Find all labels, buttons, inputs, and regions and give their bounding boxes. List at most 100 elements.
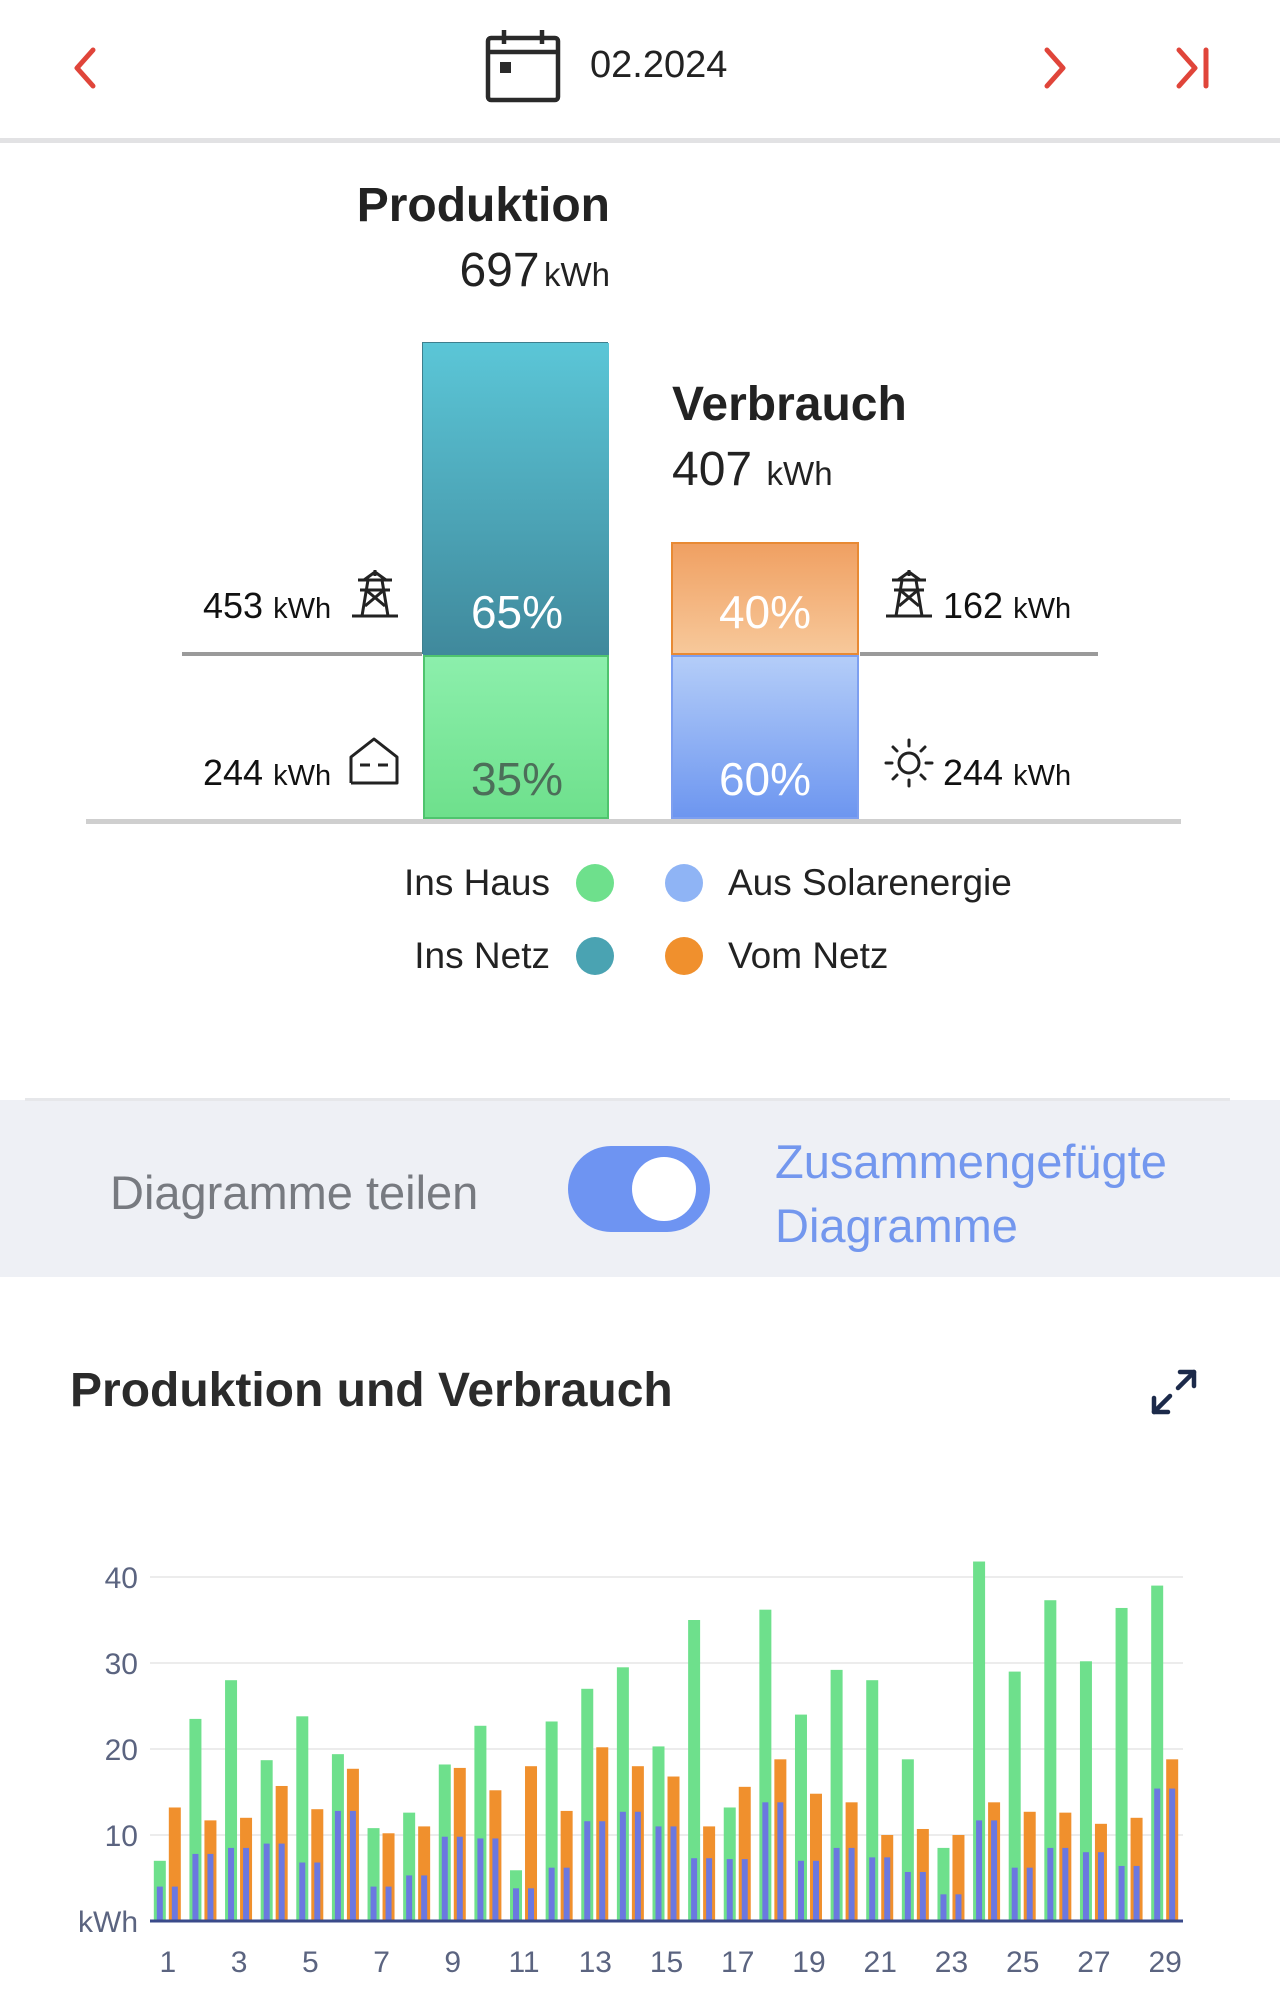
consumption-grid-label: 162 kWh — [943, 585, 1071, 627]
consumption-grid-value: 162 — [943, 585, 1004, 626]
bar-solar-consumption — [278, 1843, 285, 1921]
top-bar — [0, 0, 1280, 140]
production-bar-fill — [423, 343, 609, 655]
consumption-total-value: 407 — [672, 443, 753, 496]
merged-charts-label-line2: Diagramme — [775, 1199, 1018, 1252]
legend-dot-ins-netz — [576, 937, 614, 975]
consumption-grid-percent: 40% — [718, 586, 812, 638]
legend-label-aus-solarenergie: Aus Solarenergie — [728, 862, 1012, 903]
bar-production — [1115, 1607, 1128, 1921]
header-divider — [0, 138, 1280, 143]
x-tick-label: 15 — [650, 1946, 683, 1979]
legend-label-ins-netz: Ins Netz — [414, 935, 550, 976]
calendar-button[interactable] — [484, 28, 562, 104]
bar-solar-consumption — [1097, 1852, 1104, 1921]
bar-solar-consumption — [563, 1867, 570, 1921]
bar-solar-consumption — [706, 1858, 713, 1921]
production-house-segment — [423, 655, 609, 819]
bar-solar-production — [691, 1858, 698, 1921]
bar-solar-consumption — [385, 1886, 392, 1921]
production-grid-value: 453 — [203, 585, 264, 626]
bar-solar-consumption — [848, 1847, 855, 1921]
bar-solar-production — [156, 1886, 163, 1921]
production-total-value: 697 — [459, 244, 540, 297]
bar-solar-consumption — [1133, 1865, 1140, 1921]
last-month-button[interactable] — [1163, 38, 1223, 98]
current-month-label[interactable]: 02.2024 — [590, 44, 728, 86]
power-pylon-icon — [886, 570, 932, 618]
production-title: Produktion — [356, 179, 610, 232]
split-line-left — [182, 652, 422, 656]
consumption-solar-label: 244 kWh — [943, 752, 1071, 794]
toggle-band-top-line — [25, 1098, 1230, 1101]
bar-solar-production — [1154, 1788, 1161, 1921]
bar-solar-consumption — [1169, 1788, 1176, 1921]
x-tick-label: 17 — [721, 1946, 754, 1979]
y-tick-label: 20 — [105, 1734, 138, 1767]
bar-solar-production — [904, 1871, 911, 1921]
bar-solar-consumption — [741, 1859, 748, 1921]
sun-icon — [884, 738, 934, 788]
consumption-total-unit: kWh — [766, 455, 833, 492]
legend-label-vom-netz: Vom Netz — [728, 935, 889, 976]
bar-solar-consumption — [991, 1820, 998, 1921]
x-tick-label: 1 — [159, 1946, 176, 1979]
bar-solar-consumption — [777, 1802, 784, 1921]
bar-solar-consumption — [1026, 1867, 1033, 1921]
merged-charts-label-line1: Zusammengefügte — [775, 1135, 1167, 1188]
bar-solar-consumption — [670, 1826, 677, 1921]
chart-mode-toggle[interactable] — [568, 1146, 710, 1232]
bar-solar-consumption — [314, 1862, 321, 1921]
production-total-unit: kWh — [544, 256, 610, 293]
bar-solar-production — [976, 1820, 983, 1921]
bar-solar-consumption — [456, 1836, 463, 1921]
toggle-knob — [632, 1157, 696, 1221]
bar-solar-consumption — [812, 1860, 819, 1921]
skip-to-end-icon — [1176, 47, 1209, 89]
bar-solar-production — [263, 1843, 270, 1921]
bar-solar-production — [192, 1853, 199, 1921]
merged-charts-label[interactable]: Zusammengefügte Diagramme — [775, 1130, 1167, 1258]
bar-solar-production — [548, 1867, 555, 1921]
bar-solar-production — [762, 1802, 769, 1921]
bar-solar-production — [513, 1888, 520, 1921]
legend-dot-vom-netz — [665, 937, 703, 975]
x-tick-label: 13 — [579, 1946, 612, 1979]
consumption-total: 407 kWh — [672, 442, 833, 497]
bar-solar-consumption — [421, 1875, 428, 1921]
next-month-button[interactable] — [1025, 38, 1085, 98]
x-tick-label: 9 — [444, 1946, 461, 1979]
bar-solar-production — [441, 1836, 448, 1921]
x-tick-label: 27 — [1077, 1946, 1110, 1979]
production-grid-percent: 65% — [470, 586, 564, 638]
bar-production — [1044, 1600, 1057, 1921]
house-icon — [349, 737, 399, 785]
bar-solar-consumption — [919, 1871, 926, 1921]
bar-solar-production — [1011, 1867, 1018, 1921]
bar-solar-consumption — [528, 1888, 535, 1921]
legend-dot-aus-solarenergie — [665, 864, 703, 902]
bar-solar-production — [334, 1810, 341, 1921]
bar-solar-production — [299, 1862, 306, 1921]
x-tick-label: 29 — [1149, 1946, 1182, 1979]
expand-chart-button[interactable] — [1148, 1366, 1200, 1418]
bar-solar-production — [655, 1826, 662, 1921]
x-tick-label: 5 — [302, 1946, 319, 1979]
production-house-percent: 35% — [470, 753, 564, 805]
bar-solar-production — [584, 1821, 591, 1921]
x-tick-label: 3 — [231, 1946, 248, 1979]
x-tick-label: 21 — [864, 1946, 897, 1979]
bar-solar-consumption — [243, 1847, 250, 1921]
bar-solar-consumption — [955, 1894, 962, 1921]
split-charts-label[interactable]: Diagramme teilen — [110, 1166, 479, 1219]
bar-production — [688, 1620, 701, 1921]
y-tick-label: 10 — [105, 1820, 138, 1853]
bar-production — [1008, 1671, 1021, 1921]
bar-solar-production — [406, 1875, 413, 1921]
production-grid-unit: kWh — [273, 593, 332, 625]
consumption-solar-percent: 60% — [718, 753, 812, 805]
previous-month-button[interactable] — [55, 38, 115, 98]
bar-solar-production — [477, 1838, 484, 1921]
bar-solar-consumption — [349, 1810, 356, 1921]
bar-solar-consumption — [492, 1838, 499, 1921]
